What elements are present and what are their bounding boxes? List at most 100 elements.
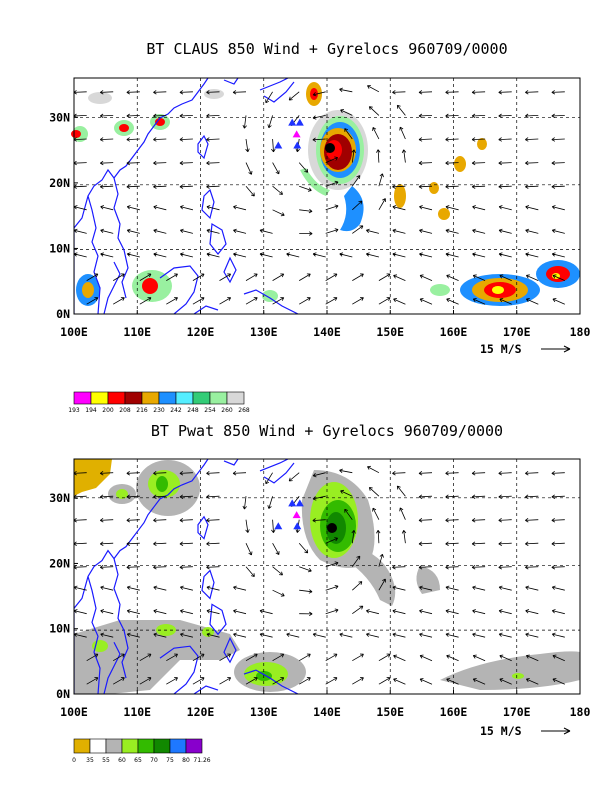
x-tick-label: 120E: [187, 325, 215, 339]
wind-vector: [153, 494, 167, 499]
wind-vector: [126, 609, 140, 615]
wind-vector: [233, 205, 247, 211]
wind-vector: [392, 470, 406, 476]
gyreloc-marker: [288, 499, 297, 507]
wind-vector: [219, 273, 232, 281]
wind-vector: [392, 609, 406, 615]
wind-vector: [99, 113, 114, 119]
colorbar-swatch: [105, 738, 123, 754]
wind-vector: [192, 677, 205, 685]
wind-vector: [471, 113, 486, 119]
wind-vector: [219, 297, 232, 305]
wind-vector: [153, 585, 167, 591]
x-tick-label: 180: [570, 705, 591, 719]
colorbar-swatch: [137, 738, 155, 754]
wind-vector: [272, 185, 283, 195]
colorbar-label: 70: [150, 757, 158, 764]
x-tick-label: 140E: [313, 705, 341, 719]
colorbar-swatch: [158, 391, 177, 405]
wind-vector: [206, 632, 220, 638]
wind-vector: [344, 508, 353, 520]
wind-vector: [272, 589, 285, 597]
wind-vector: [472, 609, 486, 615]
wind-vector: [552, 678, 565, 685]
wind-vector: [126, 228, 140, 234]
wind-vector: [180, 252, 193, 258]
wind-vector: [180, 609, 193, 615]
wind-vector: [446, 274, 459, 281]
wind-vector: [445, 137, 459, 142]
colorbar-swatch: [153, 738, 171, 754]
x-tick-label: 100E: [60, 705, 88, 719]
x-tick-label: 130E: [250, 325, 278, 339]
wind-vector: [418, 160, 433, 166]
wind-vector: [378, 173, 384, 187]
wind-vector: [126, 494, 140, 499]
wind-vector: [351, 530, 356, 544]
wind-vector: [498, 90, 512, 95]
wind-vector: [206, 160, 220, 166]
wind-vector: [86, 297, 99, 305]
wind-vector: [206, 205, 220, 211]
wind-vector: [498, 470, 512, 476]
colorbar-swatch: [90, 391, 109, 405]
wind-vector: [299, 185, 312, 192]
wind-vector: [153, 564, 167, 570]
wind-vector: [286, 632, 300, 638]
x-tick-label: 120E: [187, 705, 215, 719]
wind-vector: [325, 585, 339, 591]
x-tick-label: 150E: [376, 705, 404, 719]
wind-vector: [153, 90, 167, 95]
wind-vector: [245, 138, 250, 153]
wind-vector: [525, 298, 539, 305]
wind-vector: [153, 137, 167, 142]
wind-vector: [298, 297, 311, 305]
wind-vector: [352, 581, 363, 591]
wind-vector: [86, 273, 99, 281]
wind-vector: [100, 632, 114, 638]
colorbar-swatch: [169, 738, 187, 754]
colorbar-label: 65: [134, 757, 142, 764]
wind-vector: [445, 205, 459, 211]
wind-vector: [393, 654, 406, 662]
wind-vector: [272, 677, 285, 685]
colorbar-swatch: [73, 391, 92, 405]
wind-vector: [498, 541, 512, 546]
wind-vector: [472, 654, 486, 662]
wind-vector: [312, 518, 326, 523]
wind-vector: [312, 632, 326, 638]
wind-vector: [180, 585, 193, 591]
wind-vector: [418, 470, 433, 476]
claus-field: [71, 82, 580, 306]
wind-vector: [351, 175, 361, 187]
colorbar-label: 230: [153, 407, 165, 414]
wind-vector: [471, 160, 486, 166]
wind-vector: [498, 564, 512, 570]
wind-vector: [419, 632, 433, 638]
x-tick-label: 140E: [313, 325, 341, 339]
wind-vector: [286, 252, 300, 258]
wind-vector: [445, 252, 459, 258]
wind-vector: [166, 297, 178, 305]
wind-vector: [551, 90, 565, 95]
colorbar-1: 193 194 200 208 216 230 242 248 254 260 268: [68, 391, 250, 414]
wind-vector: [445, 517, 459, 523]
wind-vector: [472, 678, 486, 685]
wind-vector: [153, 517, 167, 523]
wind-vector: [471, 541, 486, 546]
wind-vector: [325, 297, 338, 305]
colorbar-label: 194: [85, 407, 97, 414]
wind-vector: [312, 115, 326, 120]
wind-vector: [233, 585, 247, 591]
colorbar-swatch: [89, 738, 107, 754]
x-tick-label: 180: [570, 325, 591, 339]
wind-vector: [378, 198, 386, 210]
wind-vector: [312, 495, 326, 501]
colorbar-swatch: [73, 738, 91, 754]
wind-vector: [376, 529, 381, 544]
wind-vector: [551, 494, 565, 499]
wind-vector: [399, 507, 406, 520]
wind-vector: [298, 273, 311, 281]
grid-1: [74, 78, 580, 314]
